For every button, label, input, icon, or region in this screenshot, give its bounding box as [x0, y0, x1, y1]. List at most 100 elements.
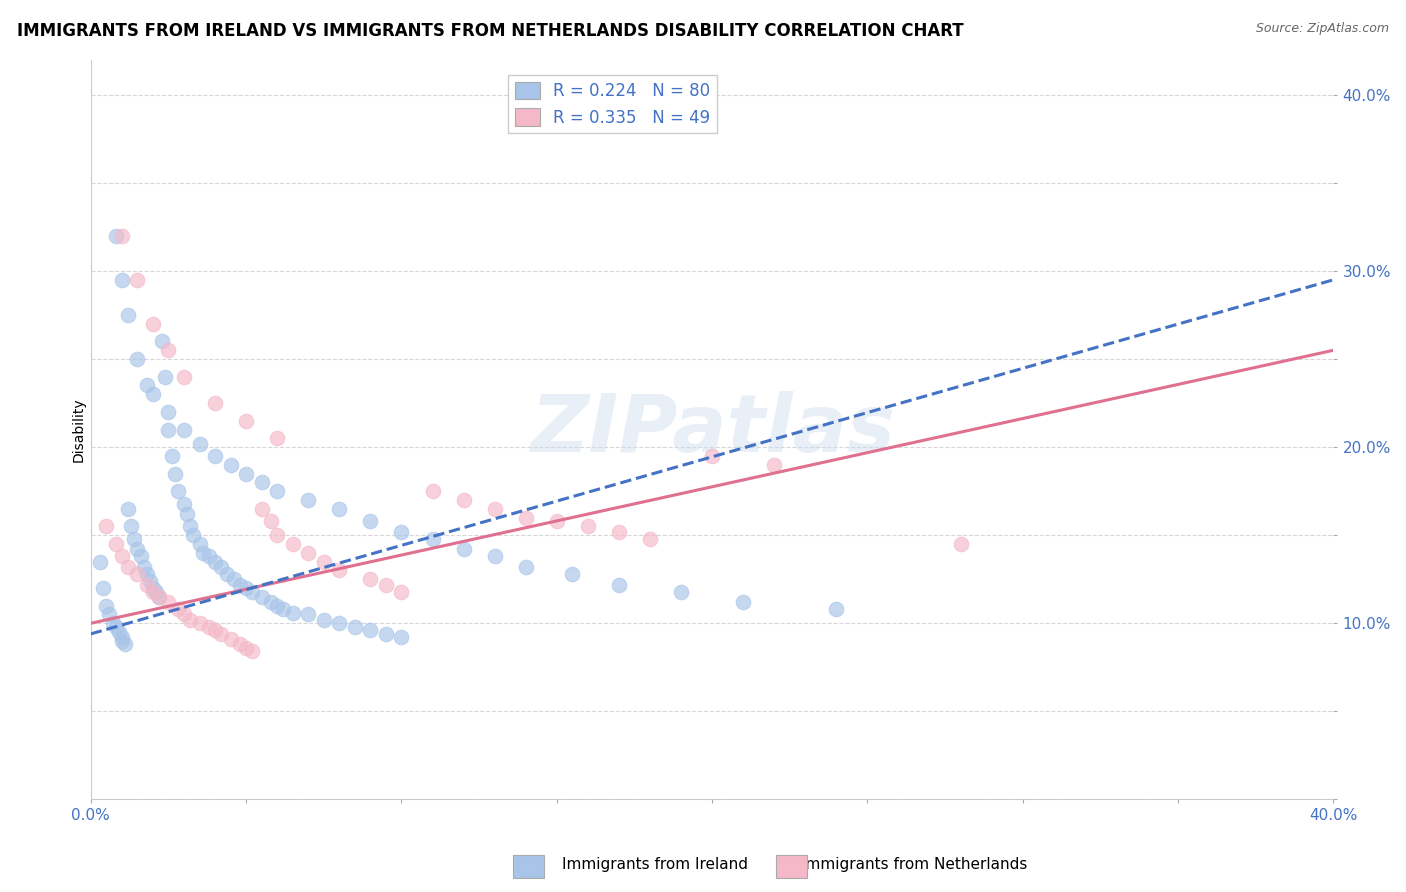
Point	[209, 560, 232, 574]
Point	[561, 566, 583, 581]
Point	[157, 405, 180, 419]
Point	[181, 528, 204, 542]
Point	[281, 606, 304, 620]
Point	[297, 546, 319, 560]
Point	[515, 510, 537, 524]
Point	[328, 616, 350, 631]
Point	[219, 632, 242, 647]
Point	[155, 369, 177, 384]
Point	[453, 542, 475, 557]
Point	[266, 484, 288, 499]
Point	[120, 519, 142, 533]
Point	[260, 595, 283, 609]
Point	[148, 590, 170, 604]
Point	[142, 584, 165, 599]
Point	[266, 599, 288, 613]
Point	[359, 572, 381, 586]
Point	[173, 607, 195, 622]
Point	[173, 369, 195, 384]
Point	[142, 581, 165, 595]
Point	[157, 423, 180, 437]
Point	[111, 228, 134, 243]
Point	[266, 431, 288, 445]
Point	[148, 590, 170, 604]
Point	[104, 537, 127, 551]
Point	[104, 620, 127, 634]
Point	[142, 317, 165, 331]
Point	[229, 637, 252, 651]
Point	[391, 631, 413, 645]
Point	[117, 501, 139, 516]
Point	[391, 584, 413, 599]
Point	[176, 507, 198, 521]
Point	[91, 581, 114, 595]
Point	[204, 624, 226, 638]
Point	[312, 613, 335, 627]
Point	[89, 555, 111, 569]
Point	[96, 519, 118, 533]
Point	[157, 343, 180, 358]
Point	[96, 599, 118, 613]
Point	[117, 560, 139, 574]
Point	[179, 613, 201, 627]
Point	[142, 387, 165, 401]
Point	[607, 524, 630, 539]
Text: Immigrants from Ireland: Immigrants from Ireland	[562, 857, 748, 872]
Point	[825, 602, 848, 616]
Point	[101, 616, 124, 631]
Point	[949, 537, 972, 551]
Point	[235, 467, 257, 481]
Point	[111, 549, 134, 564]
Point	[240, 644, 263, 658]
Point	[250, 590, 273, 604]
Point	[209, 627, 232, 641]
Point	[733, 595, 755, 609]
Point	[281, 537, 304, 551]
Text: Immigrants from Netherlands: Immigrants from Netherlands	[801, 857, 1028, 872]
Point	[204, 449, 226, 463]
Point	[145, 584, 167, 599]
Point	[179, 519, 201, 533]
Point	[240, 584, 263, 599]
Point	[114, 637, 136, 651]
Point	[422, 484, 444, 499]
Point	[229, 577, 252, 591]
Point	[484, 549, 506, 564]
Legend: R = 0.224   N = 80, R = 0.335   N = 49: R = 0.224 N = 80, R = 0.335 N = 49	[509, 75, 717, 133]
Point	[107, 625, 129, 640]
Point	[157, 595, 180, 609]
Point	[576, 519, 599, 533]
Point	[250, 475, 273, 490]
Point	[135, 566, 157, 581]
Point	[127, 542, 149, 557]
Point	[111, 273, 134, 287]
Point	[104, 228, 127, 243]
Point	[135, 577, 157, 591]
Point	[124, 532, 146, 546]
Point	[297, 607, 319, 622]
Point	[374, 577, 396, 591]
Point	[343, 620, 366, 634]
Point	[515, 560, 537, 574]
Point	[235, 414, 257, 428]
Point	[222, 572, 245, 586]
Point	[217, 566, 239, 581]
Point	[111, 631, 134, 645]
Point	[250, 501, 273, 516]
Point	[266, 528, 288, 542]
Point	[111, 634, 134, 648]
Point	[188, 436, 211, 450]
Point	[273, 602, 295, 616]
Point	[453, 493, 475, 508]
Point	[191, 546, 214, 560]
Point	[204, 555, 226, 569]
Point	[391, 524, 413, 539]
Point	[700, 449, 723, 463]
Point	[117, 308, 139, 322]
Point	[198, 549, 221, 564]
Point	[127, 273, 149, 287]
Point	[150, 334, 173, 349]
Point	[173, 496, 195, 510]
Point	[297, 493, 319, 508]
Point	[359, 624, 381, 638]
